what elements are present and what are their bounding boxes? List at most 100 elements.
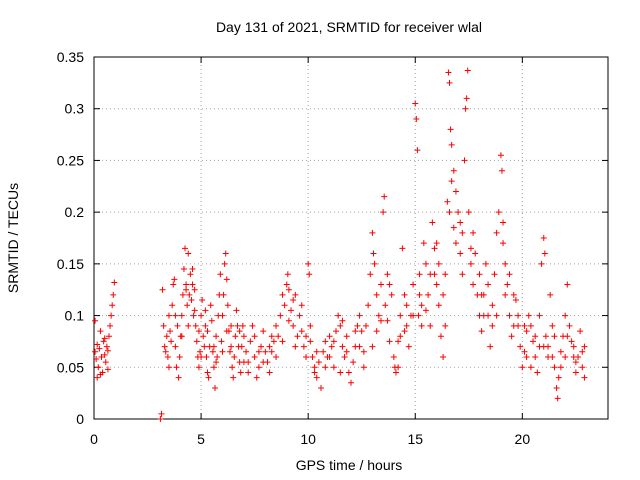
data-point [292,291,299,298]
data-point [448,178,455,185]
data-point [213,333,220,340]
data-point [418,322,425,329]
data-point [162,348,169,355]
data-point [284,271,291,278]
data-point [240,359,247,366]
data-point [108,312,115,319]
data-point [326,353,333,360]
data-point [384,271,391,278]
data-point [562,312,569,319]
data-point [171,276,178,283]
data-point [307,322,314,329]
data-point [174,322,181,329]
data-point [208,317,215,324]
data-point [221,260,228,267]
data-point [435,302,442,309]
data-point [168,338,175,345]
data-point [482,260,489,267]
data-point [183,281,190,288]
data-point [442,271,449,278]
data-point [446,79,453,86]
data-point [382,302,389,309]
data-point [169,302,176,309]
data-point [375,312,382,319]
data-point [202,307,209,314]
data-point [412,100,419,107]
data-point [464,67,471,74]
data-point [491,271,498,278]
data-point [381,193,388,200]
data-point [487,343,494,350]
data-point [330,364,337,371]
data-point [255,364,262,371]
data-point [337,322,344,329]
data-point [562,353,569,360]
data-point [229,364,236,371]
data-point [500,219,507,226]
data-point [540,235,547,241]
data-point [245,369,252,376]
data-point [502,260,509,267]
data-point [395,338,402,345]
data-point [222,250,229,257]
data-point [465,209,472,216]
data-point [467,245,474,252]
data-point [204,369,211,376]
data-point [570,343,577,350]
data-point [233,307,240,314]
data-point [377,317,384,324]
data-point [339,317,346,324]
data-point [452,240,459,247]
data-point [367,271,374,278]
data-point [450,167,457,174]
data-point [167,328,174,335]
data-point [413,116,420,123]
data-point [397,333,404,340]
data-point [258,343,265,350]
data-point [416,291,423,298]
data-point [343,348,350,355]
data-point [358,328,365,335]
data-point [220,291,227,298]
data-point [386,338,393,345]
data-point [273,353,280,360]
data-point [165,364,172,371]
data-point [356,312,363,319]
data-point [224,302,231,309]
data-point [530,338,537,345]
data-point [498,167,505,174]
data-point [551,364,558,371]
data-point [176,353,183,360]
data-point [564,333,571,340]
data-point [335,312,342,319]
data-point [403,302,410,309]
data-point [470,229,477,236]
data-point [288,307,295,314]
data-point [452,188,459,195]
data-point [234,322,241,329]
data-point [532,333,539,340]
data-point [313,374,320,381]
data-point [437,333,444,340]
data-point [557,348,564,355]
data-point [204,328,211,335]
data-points [92,67,588,422]
data-point [536,312,543,319]
data-point [279,338,286,345]
data-point [427,322,434,329]
x-tick-label: 15 [407,431,423,447]
data-point [388,291,395,298]
data-point [435,260,442,267]
data-point [183,286,190,293]
data-point [163,333,170,340]
data-point [313,348,320,355]
data-point [232,333,239,340]
data-point [459,229,466,236]
data-point [210,343,217,350]
data-point [450,224,457,231]
tick-layer: 0 5 10 15 20 0 0.05 0.1 0.15 0.2 0.25 0.3 0.35 [57,49,608,447]
data-point [457,250,464,257]
data-point [370,250,377,257]
data-point [401,328,408,335]
